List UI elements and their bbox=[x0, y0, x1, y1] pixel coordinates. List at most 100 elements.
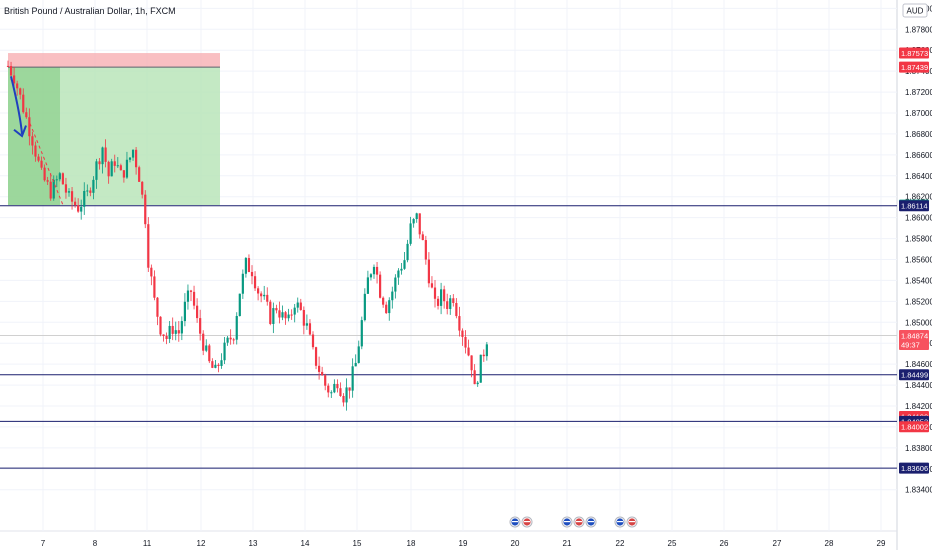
candle-body bbox=[43, 167, 46, 181]
y-tick-label: 1.85000 bbox=[905, 318, 932, 327]
candle-body bbox=[290, 314, 293, 316]
candle-body bbox=[98, 161, 101, 165]
candle-body bbox=[116, 165, 119, 167]
candle-body bbox=[302, 309, 305, 326]
candle-body bbox=[436, 298, 440, 306]
candle-body bbox=[119, 165, 122, 171]
x-tick-label: 7 bbox=[41, 539, 46, 548]
candle-body bbox=[31, 136, 34, 146]
x-tick-label: 13 bbox=[249, 539, 258, 548]
candle-body bbox=[485, 344, 488, 357]
candle-body bbox=[375, 266, 379, 275]
candle-body bbox=[269, 301, 272, 324]
candle-body bbox=[220, 360, 223, 366]
candle-body bbox=[479, 354, 482, 383]
candle-body bbox=[354, 362, 357, 367]
candle-body bbox=[369, 274, 373, 278]
candle-body bbox=[131, 149, 135, 158]
flag-stripe bbox=[524, 521, 530, 523]
candle-body bbox=[49, 181, 52, 199]
candle-body bbox=[153, 276, 156, 298]
candle-body bbox=[113, 161, 116, 166]
candle-body bbox=[86, 190, 89, 192]
flag-icon bbox=[614, 516, 626, 528]
candle-body bbox=[281, 312, 284, 318]
price-tag bbox=[899, 47, 929, 59]
y-tick-label: 1.85200 bbox=[905, 297, 932, 306]
candle-body bbox=[266, 294, 269, 302]
candle-body bbox=[412, 219, 415, 224]
flag-stripe bbox=[576, 521, 582, 523]
candle-body bbox=[244, 258, 247, 274]
x-tick-label: 22 bbox=[616, 539, 625, 548]
candle-body bbox=[238, 293, 241, 316]
candle-body bbox=[177, 330, 180, 334]
candle-body bbox=[409, 223, 412, 244]
x-tick-label: 25 bbox=[668, 539, 677, 548]
y-tick-label: 1.84600 bbox=[905, 360, 932, 369]
x-tick-label: 27 bbox=[773, 539, 782, 548]
candle-body bbox=[40, 160, 43, 168]
flag-icon bbox=[585, 516, 597, 528]
flag-icon bbox=[573, 516, 585, 528]
price-tag-label: 1.83606 bbox=[901, 464, 928, 473]
candle-body bbox=[205, 345, 208, 351]
y-tick-label: 1.85800 bbox=[905, 235, 932, 244]
candle-body bbox=[366, 277, 369, 294]
time-axis[interactable]: 7 8 11 12 13 14 15 18 19 20 21 22 25 26 27 28 29 bbox=[41, 539, 886, 548]
candle-body bbox=[455, 302, 458, 317]
candle-body bbox=[61, 173, 64, 185]
candle-body bbox=[83, 190, 86, 207]
candle-body bbox=[250, 271, 254, 277]
candle-body bbox=[470, 355, 473, 371]
candle-body bbox=[150, 267, 153, 277]
candle-body bbox=[165, 336, 168, 339]
candle-body bbox=[168, 325, 171, 339]
profit-progress-zone bbox=[8, 67, 60, 206]
candle-body bbox=[318, 365, 321, 372]
candle-body bbox=[424, 240, 427, 260]
currency-button[interactable] bbox=[902, 3, 928, 18]
candle-body bbox=[296, 302, 299, 308]
candle-body bbox=[305, 323, 308, 326]
candles bbox=[6, 60, 488, 411]
candle-body bbox=[95, 161, 98, 180]
trend-arrow-head bbox=[13, 125, 27, 138]
currency-button-label: AUD bbox=[907, 7, 924, 16]
stop-loss-zone bbox=[8, 53, 220, 68]
candle-body bbox=[180, 321, 183, 334]
candle-body bbox=[229, 337, 232, 340]
price-tag-sublabel: 49:37 bbox=[901, 340, 920, 349]
candle-body bbox=[360, 320, 363, 347]
candle-body bbox=[391, 291, 394, 301]
candle-body bbox=[104, 147, 107, 162]
candle-body bbox=[74, 201, 77, 206]
x-tick-label: 21 bbox=[563, 539, 572, 548]
y-tick-label: 1.86200 bbox=[905, 193, 932, 202]
candle-body bbox=[19, 88, 22, 95]
candle-body bbox=[473, 370, 476, 385]
candle-body bbox=[70, 191, 74, 202]
candle-body bbox=[385, 304, 388, 314]
candle-body bbox=[16, 83, 19, 89]
candle-body bbox=[58, 173, 61, 180]
candle-body bbox=[28, 117, 31, 137]
candle-body bbox=[440, 289, 443, 306]
candle-body bbox=[299, 302, 302, 310]
candle-body bbox=[226, 337, 229, 343]
y-tick-label: 1.86800 bbox=[905, 130, 932, 139]
candle-body bbox=[101, 147, 104, 165]
candle-body bbox=[293, 307, 296, 315]
price-tag bbox=[899, 329, 929, 350]
chart-title: British Pound / Australian Dollar, 1h, F… bbox=[4, 6, 176, 16]
candle-body bbox=[394, 277, 397, 292]
candle-body bbox=[476, 382, 479, 385]
candle-body bbox=[311, 334, 315, 348]
candle-body bbox=[287, 314, 290, 319]
candle-body bbox=[162, 334, 165, 337]
candle-body bbox=[403, 260, 406, 269]
candle-body bbox=[159, 316, 162, 335]
candle-body bbox=[388, 300, 391, 314]
price-tag-label: 1.87573 bbox=[901, 49, 928, 58]
